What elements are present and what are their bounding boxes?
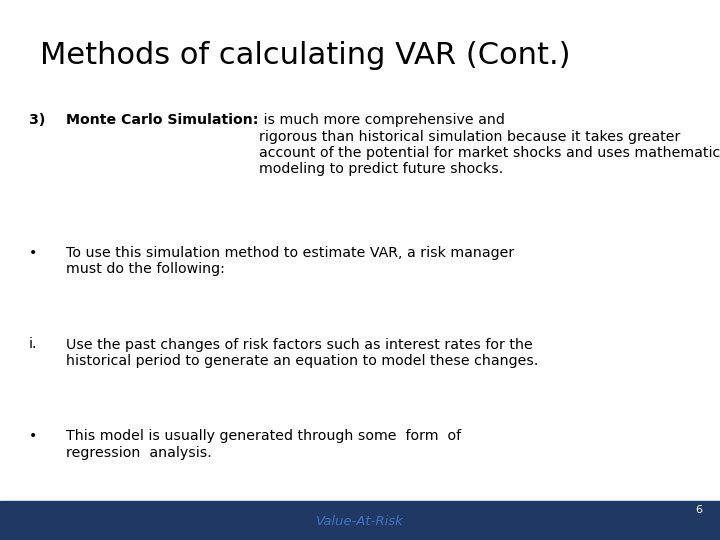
Text: 6: 6 bbox=[695, 505, 702, 515]
Text: Monte Carlo Simulation:: Monte Carlo Simulation: bbox=[66, 113, 258, 127]
Text: To use this simulation method to estimate VAR, a risk manager
must do the follow: To use this simulation method to estimat… bbox=[66, 246, 515, 276]
Text: Value-At-Risk: Value-At-Risk bbox=[316, 515, 404, 528]
Text: Methods of calculating VAR (Cont.): Methods of calculating VAR (Cont.) bbox=[40, 40, 570, 70]
Text: 3): 3) bbox=[29, 113, 45, 127]
Text: is much more comprehensive and
rigorous than historical simulation because it ta: is much more comprehensive and rigorous … bbox=[258, 113, 720, 176]
Text: This model is usually generated through some  form  of
regression  analysis.: This model is usually generated through … bbox=[66, 429, 462, 460]
Text: •: • bbox=[29, 246, 37, 260]
Text: •: • bbox=[29, 429, 37, 443]
Text: Use the past changes of risk factors such as interest rates for the
historical p: Use the past changes of risk factors suc… bbox=[66, 338, 539, 368]
Bar bbox=[0, 501, 720, 540]
Text: i.: i. bbox=[29, 338, 37, 352]
